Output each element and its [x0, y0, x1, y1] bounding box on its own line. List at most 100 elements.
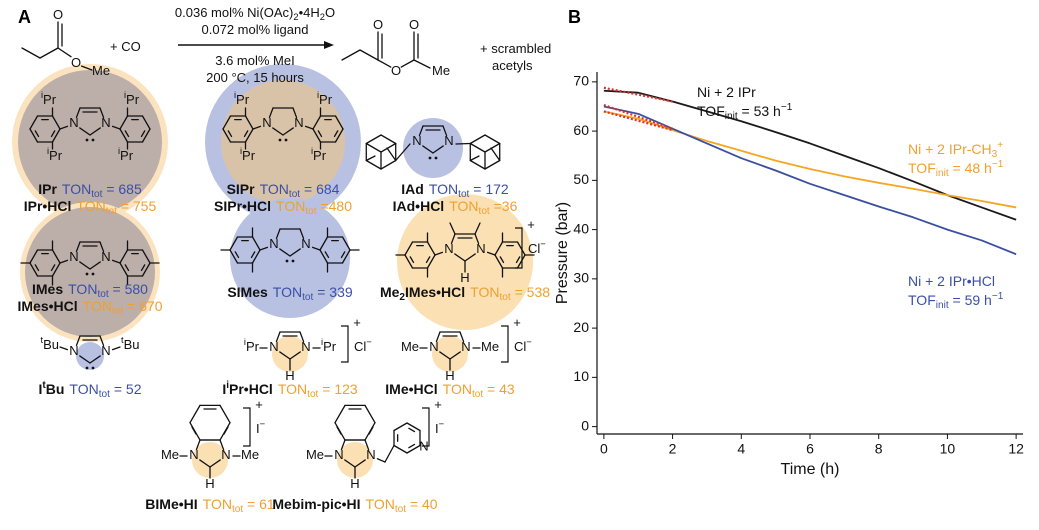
text-part: Ni + 2 IPr — [697, 84, 756, 100]
bond — [89, 355, 101, 364]
bond — [317, 130, 323, 138]
bond — [455, 142, 471, 145]
bond — [191, 426, 197, 435]
electron-dot — [85, 138, 89, 142]
ligand-label: BIMe•HI TONtot = 61 — [145, 496, 275, 515]
bond — [515, 256, 521, 264]
text-part: = 52 — [110, 381, 142, 397]
bond — [124, 264, 130, 272]
text-part: Pr — [120, 148, 134, 163]
ligand-label: IPr TONtot = 685 — [38, 181, 142, 200]
atom-label: tBu — [121, 335, 140, 352]
bond — [244, 115, 254, 130]
text-part: −1 — [992, 159, 1004, 170]
text-part: Pr — [323, 339, 337, 354]
ligand-label: SIMes TONtot = 339 — [227, 284, 353, 303]
electron-dot — [85, 366, 89, 370]
bond — [243, 130, 249, 138]
bond — [365, 159, 382, 170]
text-part: = 339 — [313, 284, 353, 300]
bond — [408, 443, 416, 449]
bond — [422, 145, 434, 154]
highlight-circle — [192, 442, 228, 478]
text-part: IPr — [38, 181, 57, 197]
electron-dot — [428, 156, 432, 160]
text-part: = 40 — [406, 496, 438, 512]
bond — [319, 236, 329, 251]
atom-label: Me — [432, 63, 450, 78]
text-part: N — [444, 133, 453, 148]
bond — [400, 59, 415, 68]
bond — [29, 115, 39, 130]
text-part: N — [262, 115, 271, 130]
atom-label: iPr — [311, 146, 327, 163]
condition: 3.6 mol% MeI — [215, 53, 294, 68]
text-part: tot — [91, 189, 102, 200]
x-tick-label: 4 — [737, 441, 745, 457]
bond — [484, 159, 501, 170]
atom-label: O — [391, 63, 401, 78]
condition: 200 °C, 15 hours — [206, 70, 304, 85]
text-part: = 755 — [117, 198, 157, 214]
text-part: t — [42, 380, 46, 391]
text-part: N — [269, 339, 278, 354]
electron-dot — [91, 272, 95, 276]
bond — [435, 331, 441, 343]
annotation: TOFinit = 48 h−1 — [908, 159, 1004, 179]
bond — [344, 459, 356, 468]
bond — [365, 134, 382, 145]
text-part: i — [234, 90, 236, 100]
bond — [365, 155, 376, 162]
atom-label: N — [366, 447, 375, 462]
text-part: tot — [289, 189, 300, 200]
text-part: 3.6 mol% MeI — [215, 53, 294, 68]
atom-label: Me — [161, 447, 179, 462]
bond — [29, 249, 39, 264]
bond — [312, 128, 322, 143]
text-part: t — [40, 335, 43, 345]
bond — [469, 134, 486, 145]
text-part: •4H — [299, 5, 320, 20]
atom-label: + — [434, 397, 442, 412]
text-part: O — [391, 63, 401, 78]
bond — [244, 128, 254, 143]
text-part: i — [41, 90, 43, 100]
bond — [227, 130, 233, 138]
atom-label: iPr — [234, 90, 250, 107]
bond — [111, 125, 121, 130]
highlight-circle — [432, 336, 468, 372]
bond — [34, 130, 40, 138]
text-part: + — [527, 217, 535, 232]
text-part: =480 — [317, 198, 353, 214]
atom-label: H — [445, 368, 454, 383]
bond — [454, 253, 466, 262]
text-part: + — [434, 397, 442, 412]
text-part: Ni + 2 IPr•HCl — [908, 273, 995, 289]
text-part: − — [260, 419, 265, 429]
atom-label: + — [527, 217, 535, 232]
bond — [272, 127, 284, 136]
bond — [354, 459, 366, 468]
text-part: I — [39, 381, 43, 397]
bond — [141, 262, 151, 277]
bond — [426, 254, 436, 269]
product-note: acetyls — [492, 58, 533, 73]
text-part: N — [301, 236, 310, 251]
text-part: = 61 — [243, 496, 275, 512]
atom-label: N — [269, 339, 278, 354]
text-part: Bu — [46, 381, 65, 397]
text-part: 3 — [992, 149, 998, 160]
text-part: tot — [395, 504, 406, 515]
bond — [89, 127, 101, 136]
bond — [474, 222, 481, 235]
highlight-circle — [76, 342, 104, 370]
text-part: I — [435, 421, 439, 436]
text-part: i — [311, 146, 313, 156]
text-part: tot — [112, 306, 123, 317]
bond — [418, 125, 424, 137]
bond — [252, 125, 262, 130]
atom-label: H — [205, 476, 214, 491]
text-part: + CO — [110, 39, 141, 54]
bond — [75, 335, 81, 347]
